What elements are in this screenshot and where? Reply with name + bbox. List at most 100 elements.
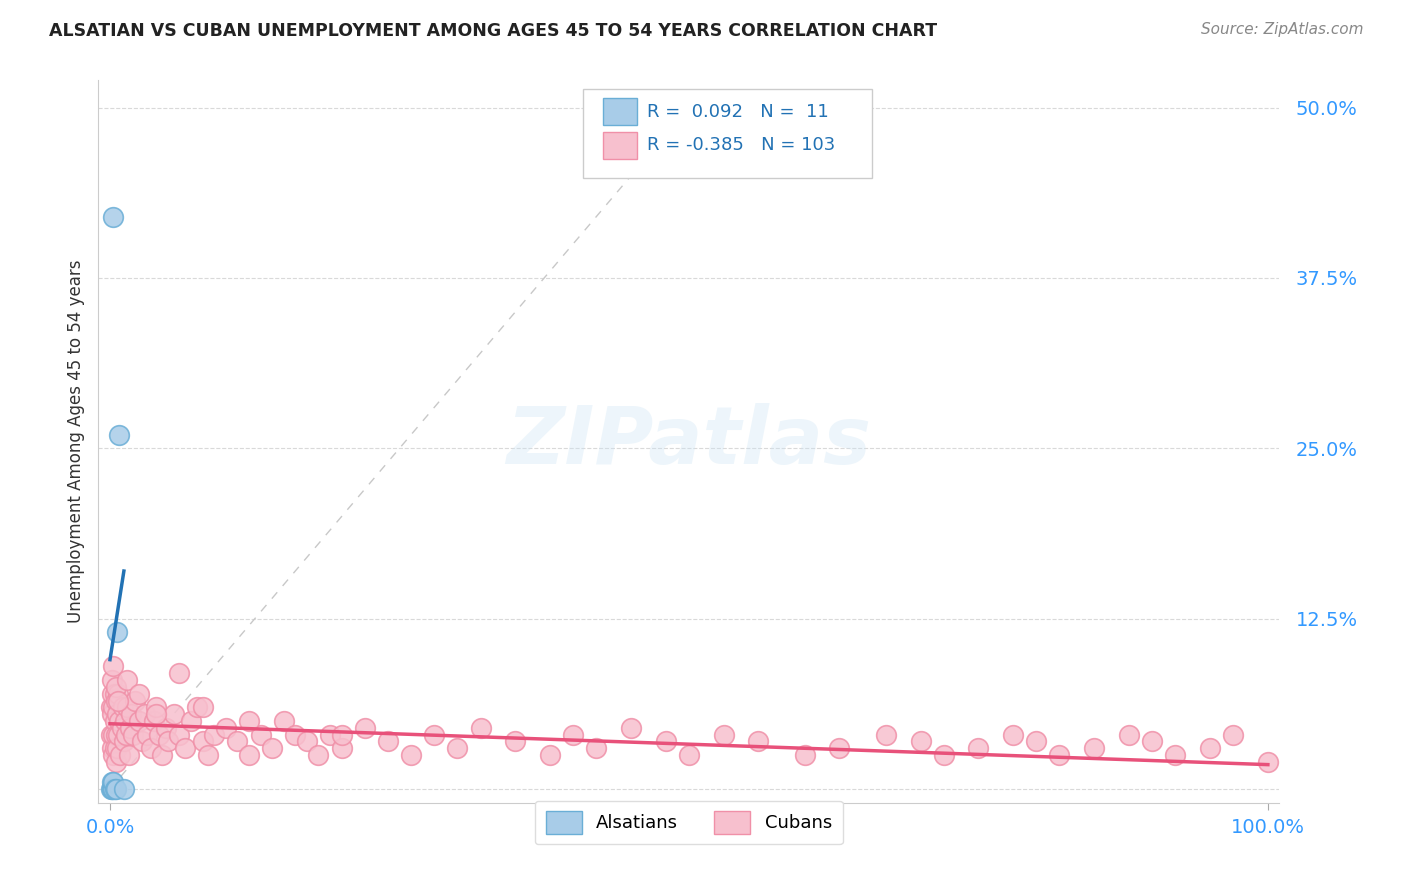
Point: [105, 707, 128, 722]
Point: [197, 748, 219, 763]
Point: [353, 721, 375, 735]
Point: [399, 748, 422, 763]
Point: [118, 721, 141, 735]
Point: [107, 687, 129, 701]
Point: [110, 748, 132, 763]
Point: [330, 728, 353, 742]
Point: [910, 734, 932, 748]
Point: [191, 700, 214, 714]
Point: [226, 734, 249, 748]
Point: [1118, 728, 1140, 742]
Point: [103, 700, 125, 714]
Point: [713, 728, 735, 742]
Point: [145, 700, 167, 714]
Text: Source: ZipAtlas.com: Source: ZipAtlas.com: [1201, 22, 1364, 37]
Point: [1222, 728, 1244, 742]
Point: [148, 728, 170, 742]
Point: [110, 721, 132, 735]
Point: [155, 721, 177, 735]
Text: ALSATIAN VS CUBAN UNEMPLOYMENT AMONG AGES 45 TO 54 YEARS CORRELATION CHART: ALSATIAN VS CUBAN UNEMPLOYMENT AMONG AGE…: [49, 22, 938, 40]
Point: [104, 782, 127, 797]
Point: [562, 728, 585, 742]
Point: [1083, 741, 1105, 756]
Point: [538, 748, 561, 763]
Point: [156, 734, 179, 748]
Point: [104, 782, 127, 797]
Point: [1140, 734, 1163, 748]
Point: [101, 775, 124, 789]
Point: [678, 748, 700, 763]
Point: [1164, 748, 1187, 763]
Point: [1199, 741, 1222, 756]
Point: [105, 741, 128, 756]
Point: [103, 728, 125, 742]
Point: [446, 741, 468, 756]
Point: [139, 741, 162, 756]
Point: [620, 721, 643, 735]
Point: [115, 728, 138, 742]
Point: [112, 782, 135, 797]
Point: [967, 741, 990, 756]
Point: [143, 714, 166, 728]
Point: [103, 782, 125, 797]
Y-axis label: Unemployment Among Ages 45 to 54 years: Unemployment Among Ages 45 to 54 years: [66, 260, 84, 624]
Point: [103, 210, 125, 224]
Point: [169, 666, 191, 681]
Point: [114, 714, 136, 728]
Point: [103, 748, 125, 763]
Point: [104, 687, 127, 701]
Point: [107, 693, 129, 707]
Point: [128, 714, 150, 728]
Point: [101, 782, 124, 797]
Point: [828, 741, 851, 756]
Point: [377, 734, 399, 748]
Point: [128, 687, 150, 701]
Point: [117, 700, 139, 714]
Point: [108, 714, 131, 728]
Point: [238, 748, 260, 763]
Point: [284, 728, 307, 742]
Point: [238, 714, 260, 728]
Point: [104, 714, 127, 728]
Text: R = -0.385   N = 103: R = -0.385 N = 103: [647, 136, 835, 154]
Point: [120, 707, 142, 722]
Point: [103, 775, 125, 789]
Point: [105, 625, 128, 640]
Point: [273, 714, 295, 728]
Point: [136, 728, 159, 742]
Point: [104, 680, 127, 694]
Point: [101, 741, 124, 756]
Point: [117, 673, 139, 687]
Point: [117, 748, 139, 763]
Point: [191, 734, 214, 748]
Point: [186, 700, 208, 714]
Point: [104, 755, 127, 769]
Point: [330, 741, 353, 756]
Point: [1025, 734, 1047, 748]
Point: [134, 707, 156, 722]
Point: [262, 741, 284, 756]
Text: R =  0.092   N =  11: R = 0.092 N = 11: [647, 103, 828, 120]
Point: [111, 700, 134, 714]
Legend: Alsatians, Cubans: Alsatians, Cubans: [534, 801, 844, 845]
Point: [295, 734, 318, 748]
Point: [470, 721, 492, 735]
Point: [101, 707, 124, 722]
Point: [747, 734, 769, 748]
Point: [585, 741, 607, 756]
Point: [145, 707, 167, 722]
Point: [655, 734, 678, 748]
Point: [107, 728, 129, 742]
Point: [249, 728, 271, 742]
Point: [131, 734, 153, 748]
Point: [174, 741, 197, 756]
Text: ZIPatlas: ZIPatlas: [506, 402, 872, 481]
Point: [122, 728, 145, 742]
Point: [104, 741, 127, 756]
Point: [215, 721, 238, 735]
Point: [202, 728, 225, 742]
Point: [1049, 748, 1071, 763]
Point: [503, 734, 526, 748]
Point: [319, 728, 342, 742]
Point: [103, 659, 125, 673]
